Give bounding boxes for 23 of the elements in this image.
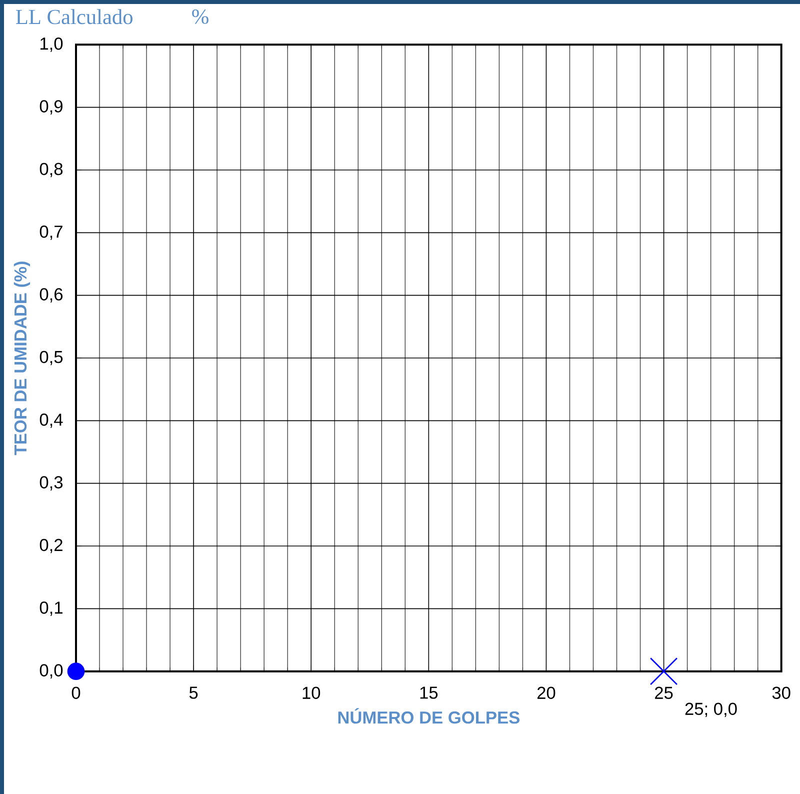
y-tick-label: 0,1 [40, 602, 62, 616]
y-tick-label: 0,6 [40, 288, 63, 302]
y-tick-label: 0,2 [40, 538, 62, 554]
y-tick-label: 0,3 [40, 476, 63, 490]
y-axis-title: TEOR DE UMIDADE (%) [14, 262, 30, 456]
x-tick-label: 30 [772, 686, 790, 699]
x-tick-label: 20 [537, 686, 556, 699]
text: % [192, 9, 208, 24]
y-tick-label: 0,8 [40, 162, 63, 178]
y-tick-label: 0,0 [40, 664, 63, 678]
x-axis-title: NÚMERO DE GOLPES [338, 708, 520, 724]
y-tick-label: 0,7 [40, 226, 62, 240]
data-label: 25; 0,0 [685, 702, 737, 718]
x-tick-label: 5 [189, 686, 198, 699]
y-tick-label: 0,4 [40, 414, 63, 428]
x-tick-label: 0 [72, 686, 80, 699]
y-tick-label: 0,9 [40, 100, 62, 114]
y-tick-label: 1,0 [40, 38, 63, 52]
y-tick-label: 0,5 [40, 350, 63, 366]
chart-title: LL Calculado [16, 9, 132, 24]
x-tick-label: 10 [302, 686, 320, 699]
x-tick-label: 25 [655, 686, 673, 699]
x-tick-label: 15 [420, 686, 438, 699]
